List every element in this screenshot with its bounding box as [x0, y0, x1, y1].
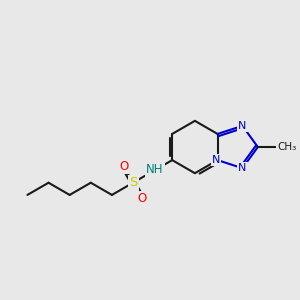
- Text: O: O: [119, 160, 128, 173]
- Text: N: N: [212, 155, 220, 165]
- Text: N: N: [238, 163, 247, 173]
- Text: CH₃: CH₃: [277, 142, 296, 152]
- Text: S: S: [129, 176, 137, 189]
- Text: N: N: [238, 121, 247, 131]
- Text: NH: NH: [146, 163, 164, 176]
- Text: O: O: [138, 192, 147, 205]
